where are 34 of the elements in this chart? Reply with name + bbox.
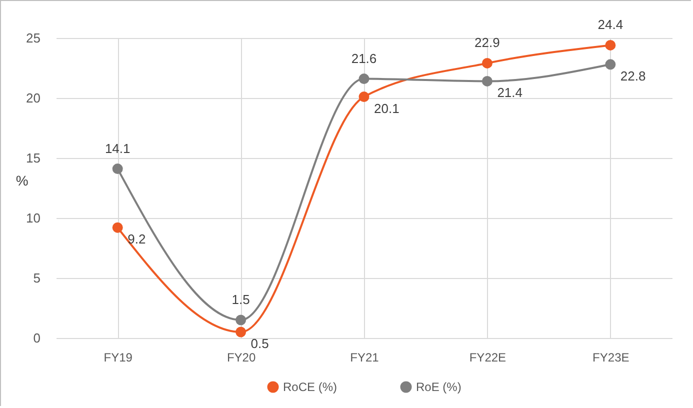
point bbox=[605, 40, 616, 50]
data-label: 21.4 bbox=[497, 85, 523, 100]
x-tick-label: FY20 bbox=[226, 350, 256, 364]
point bbox=[482, 76, 492, 86]
x-tick-label: FY19 bbox=[104, 350, 133, 364]
legend-label: RoCE (%) bbox=[283, 380, 338, 394]
data-label: 22.8 bbox=[620, 68, 646, 84]
point bbox=[236, 326, 246, 338]
y-tick-label: 0 bbox=[33, 330, 40, 346]
x-tick-label: FY21 bbox=[350, 350, 380, 364]
data-label: 0.5 bbox=[250, 336, 269, 351]
y-tick-label: 25 bbox=[26, 30, 40, 46]
y-tick-label: 15 bbox=[26, 150, 40, 166]
data-label: 21.6 bbox=[351, 50, 377, 66]
y-axis-title: % bbox=[16, 172, 28, 188]
y-tick-label: 5 bbox=[33, 270, 40, 286]
data-label: 1.5 bbox=[232, 292, 250, 307]
data-label: 14.1 bbox=[104, 140, 130, 156]
point bbox=[482, 58, 492, 68]
x-tick-label: FY22E bbox=[469, 350, 506, 364]
legend-label: RoE (%) bbox=[416, 380, 462, 394]
point bbox=[358, 74, 370, 84]
data-label: 22.9 bbox=[474, 35, 500, 50]
point bbox=[358, 92, 370, 102]
y-tick-label: 10 bbox=[26, 210, 40, 226]
point bbox=[236, 314, 246, 326]
data-label: 20.1 bbox=[374, 100, 400, 116]
point bbox=[605, 59, 616, 70]
y-tick-label: 20 bbox=[26, 90, 40, 106]
point bbox=[112, 164, 123, 174]
data-label: 24.4 bbox=[598, 17, 624, 32]
x-tick-label: FY23E bbox=[592, 350, 630, 364]
data-label: 9.2 bbox=[128, 232, 146, 247]
point bbox=[112, 222, 123, 233]
